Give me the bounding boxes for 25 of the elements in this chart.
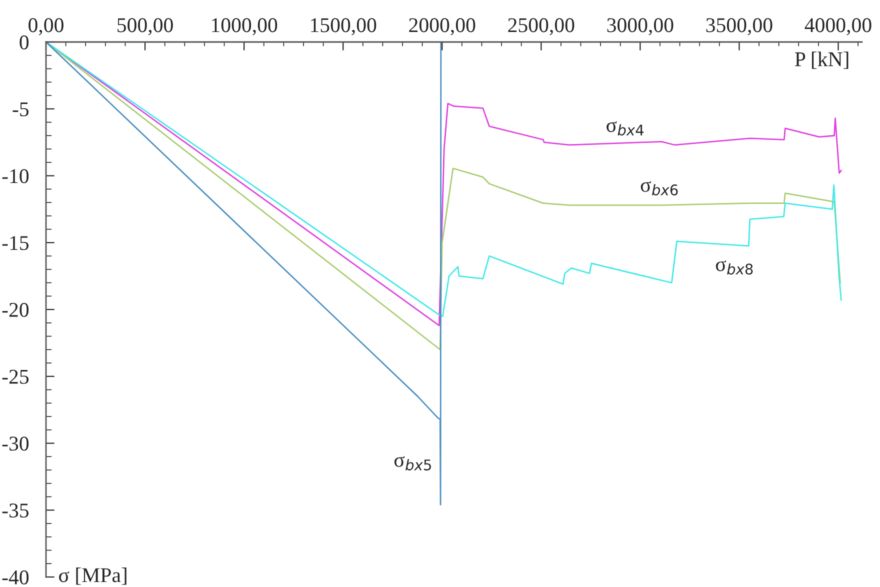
x-tick-label: 1500,00 (311, 18, 376, 36)
series-label: σ$_{bx5}$ (394, 456, 431, 470)
y-tick-label: -20 (2, 302, 29, 317)
line-series (46, 42, 442, 506)
x-axis-title: P [kN] (795, 52, 848, 69)
x-tick-label: 0,00 (28, 18, 64, 36)
y-tick-label: -40 (2, 570, 29, 584)
x-tick-label: 2000,00 (409, 18, 476, 36)
series-label: σ$_{bx6}$ (640, 181, 678, 196)
x-tick-label: 500,00 (118, 18, 173, 36)
y-tick-label: -30 (2, 436, 29, 451)
y-tick-label: -5 (12, 102, 29, 116)
x-tick-label: 2500,00 (508, 18, 574, 36)
x-tick-label: 3500,00 (706, 18, 772, 36)
series-label: σ$_{bx4}$ (606, 121, 644, 136)
y-tick-label: -35 (2, 504, 29, 518)
x-tick-label: 4000,00 (804, 18, 872, 36)
y-tick-label: -15 (2, 236, 29, 250)
y-tick-label: -25 (2, 370, 29, 384)
y-tick-label: 0 (20, 35, 29, 50)
series-label: σ$_{bx8}$ (716, 260, 753, 275)
x-tick-label: 3000,00 (607, 18, 674, 36)
y-axis-title: σ [MPa] (59, 568, 126, 585)
x-tick-label: 1000,00 (212, 18, 278, 36)
y-tick-label: -10 (2, 169, 29, 184)
